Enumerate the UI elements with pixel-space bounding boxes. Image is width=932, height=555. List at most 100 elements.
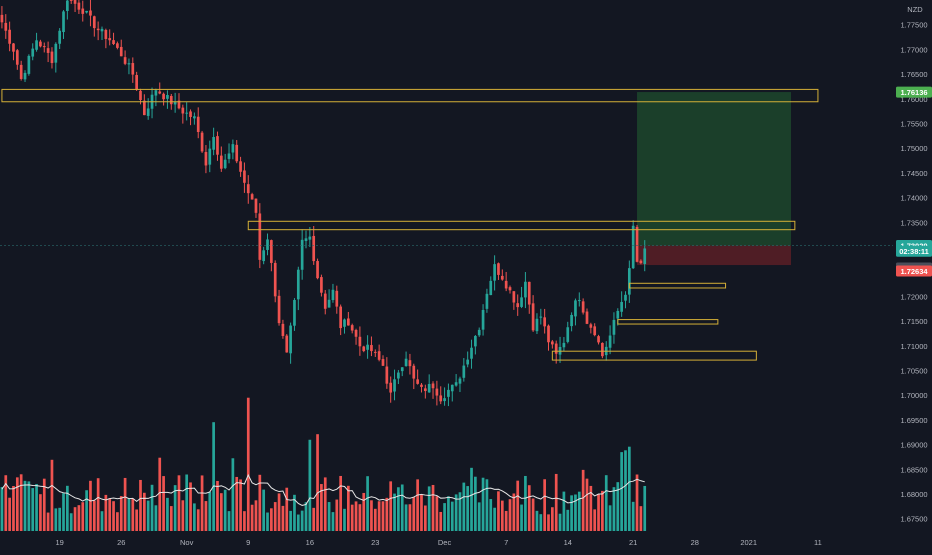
candle-body bbox=[566, 327, 570, 342]
candle-body bbox=[323, 293, 327, 309]
volume-bar bbox=[246, 397, 250, 531]
volume-bar bbox=[266, 512, 269, 531]
volume-bar bbox=[393, 493, 396, 531]
candle-body bbox=[39, 41, 42, 47]
candle-body bbox=[593, 326, 597, 336]
candle-body bbox=[246, 184, 250, 194]
candle-body bbox=[208, 148, 212, 165]
price-tick-label: 1.76500 bbox=[900, 70, 927, 79]
time-tick-label: 7 bbox=[504, 538, 508, 547]
candle-body bbox=[589, 324, 593, 328]
candle-body bbox=[177, 100, 181, 109]
volume-bar bbox=[31, 488, 35, 531]
volume-bar bbox=[158, 457, 162, 531]
candle-body bbox=[4, 22, 8, 31]
price-tick-label: 1.70500 bbox=[900, 366, 927, 375]
candle-body bbox=[516, 303, 520, 308]
volume-bar bbox=[173, 485, 177, 531]
volume-bar bbox=[227, 511, 231, 531]
candle-body bbox=[277, 295, 281, 324]
volume-bar bbox=[524, 475, 527, 531]
volume-bar bbox=[119, 496, 123, 531]
candle-body bbox=[250, 194, 254, 200]
candle-body bbox=[635, 226, 639, 262]
candle-body bbox=[316, 261, 319, 279]
candle-body bbox=[447, 389, 450, 397]
volume-bar bbox=[262, 489, 266, 531]
candle-body bbox=[385, 366, 389, 384]
volume-bar bbox=[289, 510, 292, 531]
volume-bar bbox=[273, 502, 277, 531]
candle-body bbox=[504, 280, 508, 289]
candle-body bbox=[266, 239, 269, 250]
volume-bar bbox=[427, 486, 431, 531]
candle-body bbox=[512, 291, 516, 303]
candle-body bbox=[412, 365, 416, 379]
candle-body bbox=[350, 325, 354, 331]
volume-bar bbox=[331, 512, 335, 531]
candle-body bbox=[262, 250, 266, 262]
volume-bar bbox=[62, 493, 65, 531]
volume-bar bbox=[589, 485, 593, 531]
candle-body bbox=[397, 372, 400, 379]
candle-body bbox=[431, 383, 435, 389]
volume-bar bbox=[308, 439, 312, 531]
candle-body bbox=[535, 318, 539, 332]
candle-body bbox=[131, 63, 135, 75]
volume-bar bbox=[50, 459, 54, 531]
candle-body bbox=[643, 248, 647, 264]
volume-bar bbox=[200, 475, 204, 531]
candle-body bbox=[547, 325, 550, 343]
volume-bar bbox=[500, 500, 504, 531]
stop-price-label: 1.72634 bbox=[900, 267, 928, 276]
volume-bar bbox=[169, 506, 173, 531]
volume-bar bbox=[504, 510, 508, 531]
candle-body bbox=[235, 144, 239, 162]
volume-bar bbox=[474, 476, 477, 531]
candle-body bbox=[458, 378, 462, 384]
candle-body bbox=[270, 240, 273, 263]
volume-bar bbox=[462, 482, 466, 531]
candle-body bbox=[154, 90, 158, 96]
candle-body bbox=[304, 238, 308, 241]
candle-body bbox=[423, 388, 427, 391]
target-price-label: 1.76136 bbox=[900, 88, 927, 97]
volume-bar bbox=[497, 491, 500, 531]
candle-body bbox=[466, 359, 470, 365]
candle-body bbox=[116, 43, 119, 48]
candle-body bbox=[627, 268, 631, 295]
position-tool[interactable] bbox=[637, 92, 791, 266]
candle-body bbox=[497, 263, 500, 275]
time-tick-label: Dec bbox=[438, 538, 452, 547]
volume-bar bbox=[131, 498, 135, 531]
volume-bar bbox=[354, 501, 358, 531]
candle-body bbox=[258, 213, 262, 260]
candle-body bbox=[231, 144, 235, 153]
volume-bar bbox=[516, 480, 520, 531]
volume-bar bbox=[620, 452, 623, 531]
support-resistance-zones[interactable] bbox=[1, 88, 819, 361]
candle-body bbox=[104, 29, 108, 39]
candle-body bbox=[54, 43, 58, 63]
volume-bar bbox=[423, 505, 427, 531]
volume-bar bbox=[370, 500, 373, 531]
candle-body bbox=[327, 299, 331, 308]
volume-bar bbox=[316, 434, 319, 531]
candle-body bbox=[620, 302, 623, 312]
volume-bar bbox=[281, 505, 285, 531]
candle-body bbox=[439, 395, 443, 402]
candle-body bbox=[112, 40, 115, 45]
candle-body bbox=[293, 299, 296, 326]
volume-bar bbox=[235, 476, 239, 531]
candle-body bbox=[166, 95, 169, 99]
volume-bar bbox=[277, 493, 281, 531]
time-tick-label: 9 bbox=[246, 538, 250, 547]
volume-bar bbox=[231, 458, 235, 531]
volume-bar bbox=[77, 505, 81, 531]
time-axis[interactable]: 19 26 Nov 9 16 23 Dec 7 14 21 28 2021 11 bbox=[55, 538, 821, 547]
price-tick-label: 1.74000 bbox=[900, 194, 927, 203]
volume-bar bbox=[293, 494, 296, 531]
volume-bar bbox=[639, 506, 643, 531]
